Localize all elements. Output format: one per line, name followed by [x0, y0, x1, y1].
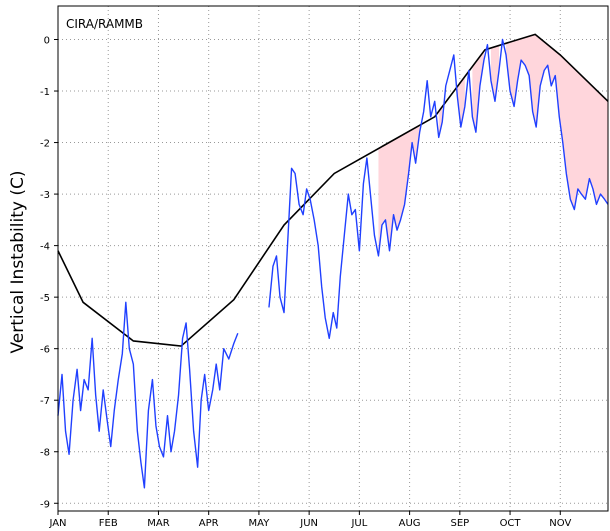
y-tick-label: 0: [44, 35, 50, 46]
x-tick-label: NOV: [549, 518, 571, 529]
y-tick-label: -6: [40, 345, 50, 356]
x-axis: JAN FEB MAR APR MAY JUN JUL AUG SEP OCT NOV: [48, 511, 571, 529]
x-tick-label: MAY: [249, 518, 271, 529]
x-tick-label: JUL: [350, 518, 367, 529]
x-tick-label: JAN: [48, 518, 66, 529]
observed-line: [57, 301, 239, 489]
y-tick-label: -2: [40, 139, 50, 150]
source-label: CIRA/RAMMB: [66, 17, 143, 31]
shaded-area: [438, 106, 443, 138]
x-tick-label: FEB: [99, 518, 118, 529]
x-tick-label: SEP: [450, 518, 469, 529]
observed-line: [268, 38, 609, 340]
x-tick-label: APR: [199, 518, 219, 529]
x-tick-label: MAR: [147, 518, 169, 529]
shaded-region: [378, 35, 608, 256]
y-axis-label: Vertical Instability (C): [8, 171, 28, 354]
shaded-area: [472, 51, 484, 133]
x-tick-label: JUN: [299, 518, 318, 529]
shaded-area: [506, 35, 608, 210]
y-axis: 0 -1 -2 -3 -4 -5 -6 -7 -8 -9: [40, 35, 58, 510]
y-tick-label: -9: [40, 499, 50, 510]
shaded-area: [490, 45, 500, 102]
y-tick-label: -1: [40, 87, 50, 98]
y-tick-label: -7: [40, 396, 50, 407]
climatology-line: [57, 33, 609, 347]
plot-frame: [57, 5, 609, 512]
y-tick-label: -3: [40, 190, 50, 201]
y-tick-label: -8: [40, 448, 50, 459]
y-tick-label: -5: [40, 293, 50, 304]
x-tick-label: OCT: [500, 518, 522, 529]
y-tick-label: -4: [40, 242, 50, 253]
series-layer: [57, 33, 609, 489]
x-tick-label: AUG: [399, 518, 421, 529]
shaded-area: [378, 125, 420, 256]
